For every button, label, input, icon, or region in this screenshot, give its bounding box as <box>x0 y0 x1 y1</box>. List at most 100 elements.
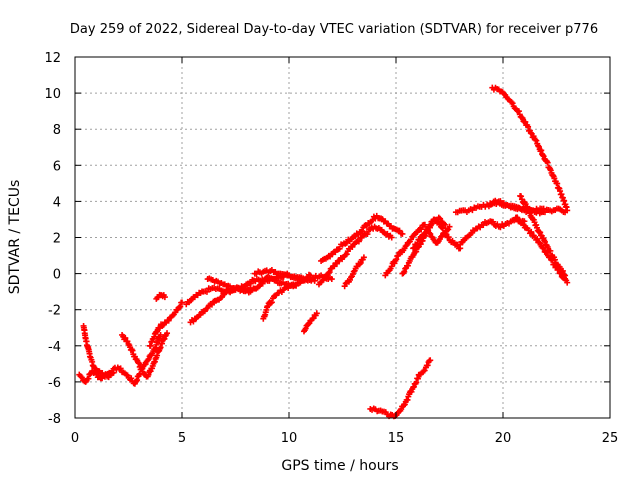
y-tick-label: 4 <box>53 195 61 210</box>
data-point <box>544 243 551 250</box>
x-tick-label: 10 <box>281 431 298 446</box>
data-point <box>439 225 446 232</box>
data-point <box>290 281 297 288</box>
data-point <box>343 251 350 258</box>
series-arc-23 <box>512 214 571 286</box>
data-point <box>110 369 117 376</box>
data-point <box>404 396 411 403</box>
data-point <box>524 204 531 211</box>
data-point <box>508 99 515 106</box>
data-point <box>135 360 142 367</box>
data-point <box>424 227 431 234</box>
data-point <box>536 239 543 246</box>
series-arc-21 <box>489 84 571 214</box>
data-point <box>307 272 314 279</box>
data-point <box>326 269 333 276</box>
data-point <box>328 276 335 283</box>
data-point <box>122 334 129 341</box>
data-point <box>532 136 539 143</box>
data-point <box>518 193 525 200</box>
data-point <box>360 254 367 261</box>
data-point <box>388 234 395 241</box>
y-tick-label: 8 <box>53 123 61 138</box>
data-point <box>247 285 254 292</box>
data-points <box>76 84 571 420</box>
data-point <box>514 214 521 221</box>
data-point <box>311 277 318 284</box>
y-tick-label: 10 <box>44 87 61 102</box>
data-point <box>564 279 571 286</box>
data-point <box>399 230 406 237</box>
data-point <box>538 147 545 154</box>
series-arc-2 <box>80 322 117 381</box>
data-point <box>437 215 444 222</box>
y-tick-label: -6 <box>48 376 61 391</box>
data-point <box>437 233 444 240</box>
data-point <box>427 357 434 364</box>
data-point <box>413 379 420 386</box>
y-tick-label: -2 <box>48 304 61 319</box>
data-point <box>535 142 542 149</box>
data-point <box>129 347 136 354</box>
data-point <box>117 365 124 372</box>
data-point <box>547 247 554 254</box>
data-point <box>445 234 452 241</box>
data-point <box>313 310 320 317</box>
x-tick-label: 0 <box>71 431 79 446</box>
series-arc-12 <box>315 223 395 288</box>
series-arc-24 <box>367 357 434 420</box>
data-point <box>85 375 92 382</box>
data-point <box>564 207 571 214</box>
data-point <box>509 100 516 107</box>
data-point <box>497 224 504 231</box>
series-arc-17 <box>410 214 449 252</box>
y-tick-label: -4 <box>48 340 61 355</box>
data-point <box>534 235 541 242</box>
y-tick-labels: -8 -6 -4 -2 0 2 4 6 8 10 12 <box>44 51 61 427</box>
data-point <box>537 229 544 236</box>
data-point <box>203 288 210 295</box>
data-point <box>539 152 546 159</box>
data-point <box>208 301 215 308</box>
series-arc-8 <box>204 275 254 295</box>
data-point <box>540 245 547 252</box>
data-point <box>135 359 142 366</box>
data-point <box>404 262 411 269</box>
data-point <box>413 248 420 255</box>
data-point <box>533 137 540 144</box>
series-arc-14 <box>341 254 367 290</box>
x-tick-label: 25 <box>602 431 619 446</box>
y-tick-label: 2 <box>53 232 61 247</box>
data-point <box>179 299 185 306</box>
data-point <box>541 238 548 245</box>
x-axis-label: GPS time / hours <box>281 458 398 474</box>
data-point <box>480 222 487 229</box>
data-point <box>359 228 366 235</box>
data-point <box>401 268 408 275</box>
data-point <box>525 123 532 130</box>
data-point <box>164 330 171 337</box>
data-point <box>419 237 426 244</box>
data-point <box>520 221 527 228</box>
y-tick-label: 0 <box>53 268 61 283</box>
data-point <box>544 159 551 166</box>
data-point <box>537 240 544 247</box>
data-point <box>177 303 184 310</box>
data-point <box>427 222 434 229</box>
data-point <box>393 256 400 263</box>
data-point <box>157 331 164 338</box>
data-point <box>348 274 355 281</box>
data-point <box>396 227 403 234</box>
data-point <box>357 259 364 266</box>
data-point <box>305 321 312 328</box>
data-point <box>442 221 449 228</box>
x-tick-label: 20 <box>495 431 512 446</box>
series-arc-20 <box>487 197 569 217</box>
data-point <box>528 228 535 235</box>
data-point <box>543 249 550 256</box>
data-point <box>128 375 135 382</box>
data-point <box>414 375 421 382</box>
x-tick-label: 5 <box>178 431 186 446</box>
y-tick-label: -8 <box>48 412 61 427</box>
